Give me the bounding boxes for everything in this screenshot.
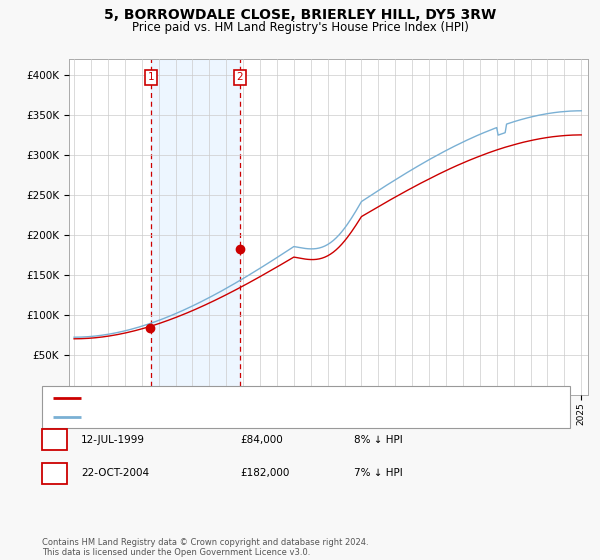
Text: 8% ↓ HPI: 8% ↓ HPI bbox=[354, 435, 403, 445]
Text: 1: 1 bbox=[148, 72, 154, 82]
Text: 5, BORROWDALE CLOSE, BRIERLEY HILL, DY5 3RW (detached house): 5, BORROWDALE CLOSE, BRIERLEY HILL, DY5 … bbox=[85, 393, 421, 403]
Text: £84,000: £84,000 bbox=[240, 435, 283, 445]
Text: £182,000: £182,000 bbox=[240, 468, 289, 478]
Text: 7% ↓ HPI: 7% ↓ HPI bbox=[354, 468, 403, 478]
Text: 2: 2 bbox=[236, 72, 243, 82]
Text: 1: 1 bbox=[51, 435, 58, 445]
Text: HPI: Average price, detached house, Dudley: HPI: Average price, detached house, Dudl… bbox=[85, 412, 301, 422]
Text: Contains HM Land Registry data © Crown copyright and database right 2024.
This d: Contains HM Land Registry data © Crown c… bbox=[42, 538, 368, 557]
Bar bbox=[151, 59, 240, 395]
Text: 5, BORROWDALE CLOSE, BRIERLEY HILL, DY5 3RW: 5, BORROWDALE CLOSE, BRIERLEY HILL, DY5 … bbox=[104, 8, 496, 22]
Text: 22-OCT-2004: 22-OCT-2004 bbox=[81, 468, 149, 478]
Text: Price paid vs. HM Land Registry's House Price Index (HPI): Price paid vs. HM Land Registry's House … bbox=[131, 21, 469, 34]
Text: 2: 2 bbox=[51, 468, 58, 478]
Text: 12-JUL-1999: 12-JUL-1999 bbox=[81, 435, 145, 445]
